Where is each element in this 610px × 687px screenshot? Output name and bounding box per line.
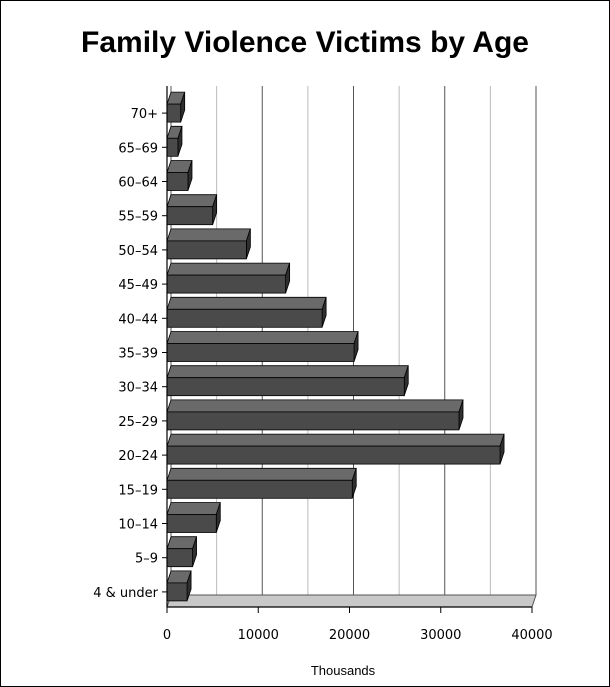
bar (166, 399, 464, 431)
bar (166, 502, 221, 533)
y-tick-label: 45–49 (118, 278, 158, 293)
y-tick-label: 25–29 (118, 415, 158, 430)
bar (166, 296, 327, 328)
bar (166, 365, 409, 397)
bar (166, 125, 183, 157)
x-tick-label: 40000 (511, 628, 552, 643)
x-axis-label: Thousands (311, 663, 376, 678)
y-tick-label: 5–9 (135, 552, 158, 567)
bar (166, 536, 198, 568)
x-tick-label: 10000 (238, 628, 279, 643)
bar (166, 262, 291, 294)
bar (166, 228, 251, 260)
y-tick-label: 20–24 (118, 449, 158, 464)
x-tick-label: 20000 (329, 628, 370, 643)
y-tick-label: 50–54 (118, 244, 158, 259)
bar (166, 570, 192, 602)
bar (166, 160, 193, 191)
y-tick-label: 70+ (131, 107, 158, 122)
y-tick-label: 35–39 (118, 347, 158, 362)
bar (166, 433, 505, 465)
y-tick-label: 15–19 (118, 483, 158, 498)
x-tick-label: 0 (163, 628, 171, 643)
chart-floor (166, 594, 537, 608)
bar (166, 331, 359, 362)
bar (166, 194, 218, 226)
bar (166, 91, 186, 123)
y-tick-label: 65–69 (118, 141, 158, 156)
bar (166, 467, 357, 499)
y-tick-label: 60–64 (118, 176, 158, 191)
y-tick-label: 4 & under (93, 586, 158, 601)
y-tick-label: 40–44 (118, 312, 158, 327)
x-tick-label: 30000 (420, 628, 461, 643)
chart-title: Family Violence Victims by Age (81, 26, 529, 59)
y-tick-label: 10–14 (118, 518, 158, 533)
y-tick-label: 30–34 (118, 381, 158, 396)
y-tick-label: 55–59 (118, 210, 158, 225)
